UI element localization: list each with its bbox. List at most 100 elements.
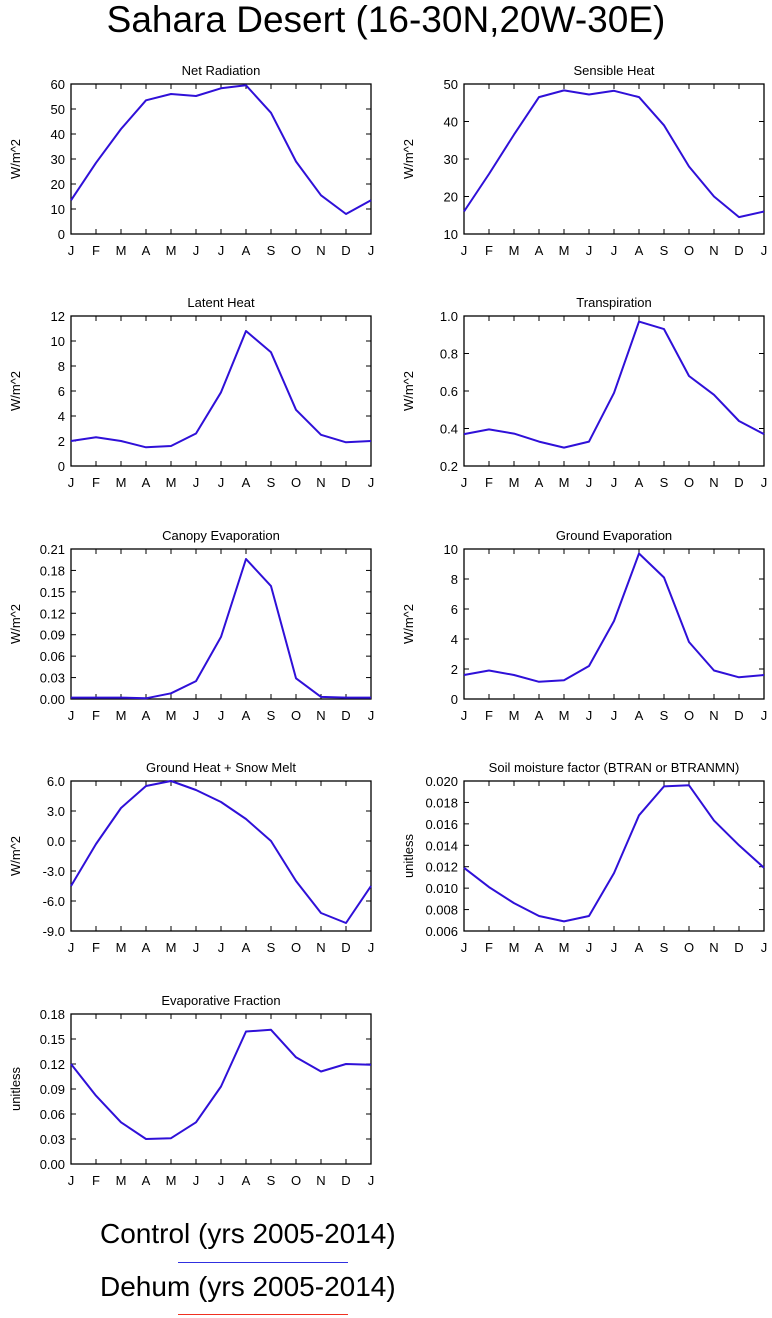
- y-axis-label: W/m^2: [8, 139, 23, 179]
- x-tick-label: J: [611, 475, 618, 490]
- x-tick-label: D: [341, 475, 350, 490]
- y-tick-label: 0.010: [425, 881, 458, 896]
- x-tick-label: A: [635, 708, 644, 723]
- x-tick-label: S: [660, 940, 669, 955]
- x-tick-label: M: [509, 940, 520, 955]
- y-tick-label: 0.18: [40, 1007, 65, 1022]
- chart-title: Canopy Evaporation: [162, 528, 280, 543]
- x-tick-label: A: [635, 940, 644, 955]
- y-axis-label: unitless: [401, 833, 416, 878]
- x-tick-label: S: [267, 708, 276, 723]
- y-axis-label: W/m^2: [8, 371, 23, 411]
- y-tick-label: 0.09: [40, 628, 65, 643]
- y-tick-label: 0.014: [425, 838, 458, 853]
- plot-frame: [463, 780, 765, 932]
- y-tick-label: 0.15: [40, 585, 65, 600]
- x-tick-label: M: [559, 940, 570, 955]
- x-tick-label: J: [193, 708, 200, 723]
- y-tick-label: 4: [58, 409, 65, 424]
- y-tick-label: -9.0: [43, 924, 65, 939]
- x-tick-label: N: [709, 708, 718, 723]
- y-tick-label: 0.00: [40, 692, 65, 707]
- x-tick-label: M: [166, 940, 177, 955]
- y-tick-label: 0.008: [425, 903, 458, 918]
- x-tick-label: J: [68, 708, 75, 723]
- y-tick-label: 6: [451, 602, 458, 617]
- x-tick-label: J: [218, 475, 225, 490]
- x-tick-label: N: [316, 708, 325, 723]
- x-tick-label: O: [291, 708, 301, 723]
- x-tick-label: D: [341, 940, 350, 955]
- x-tick-label: J: [761, 708, 768, 723]
- x-tick-label: J: [761, 243, 768, 258]
- y-tick-label: 0.12: [40, 1057, 65, 1072]
- x-tick-label: D: [734, 475, 743, 490]
- chart-title: Soil moisture factor (BTRAN or BTRANMN): [489, 760, 740, 775]
- x-tick-label: S: [267, 1173, 276, 1188]
- x-tick-label: A: [242, 243, 251, 258]
- series-line-control: [463, 320, 765, 449]
- y-tick-label: 0.020: [425, 774, 458, 789]
- chart-title: Sensible Heat: [574, 63, 655, 78]
- x-tick-label: O: [291, 1173, 301, 1188]
- chart-title: Ground Heat + Snow Melt: [146, 760, 296, 775]
- x-tick-label: F: [92, 243, 100, 258]
- x-tick-label: N: [709, 475, 718, 490]
- x-tick-label: F: [485, 475, 493, 490]
- y-tick-label: 6: [58, 384, 65, 399]
- x-tick-label: J: [461, 243, 468, 258]
- x-tick-label: N: [316, 243, 325, 258]
- x-tick-label: J: [611, 708, 618, 723]
- x-tick-label: J: [368, 243, 375, 258]
- x-tick-label: A: [242, 940, 251, 955]
- chart-panel-9: Evaporative Fraction 0.00 0.03 0.06 0.09 0.12…: [8, 993, 374, 1188]
- series-line-control: [70, 780, 372, 924]
- y-tick-label: 0.0: [47, 834, 65, 849]
- x-tick-label: A: [142, 243, 151, 258]
- x-tick-label: M: [166, 475, 177, 490]
- series-line-control: [463, 89, 765, 219]
- x-tick-label: O: [684, 475, 694, 490]
- plot-frame: [463, 83, 765, 235]
- x-tick-label: O: [684, 243, 694, 258]
- y-tick-label: 10: [444, 227, 458, 242]
- x-tick-label: J: [611, 940, 618, 955]
- y-tick-label: 0.006: [425, 924, 458, 939]
- y-tick-label: 4: [451, 632, 458, 647]
- series-line-control: [70, 1028, 372, 1140]
- x-tick-label: J: [193, 940, 200, 955]
- y-tick-label: 50: [51, 102, 65, 117]
- plot-frame: [70, 83, 372, 235]
- x-tick-label: A: [142, 475, 151, 490]
- x-tick-label: O: [684, 940, 694, 955]
- x-tick-label: J: [368, 940, 375, 955]
- y-tick-label: 8: [58, 359, 65, 374]
- y-tick-label: 10: [51, 334, 65, 349]
- y-axis-label: W/m^2: [401, 139, 416, 179]
- y-tick-label: 0.012: [425, 860, 458, 875]
- x-tick-label: N: [709, 243, 718, 258]
- x-tick-label: J: [586, 243, 593, 258]
- x-tick-label: J: [586, 708, 593, 723]
- x-tick-label: J: [368, 475, 375, 490]
- x-tick-label: J: [68, 475, 75, 490]
- x-tick-label: M: [509, 243, 520, 258]
- x-tick-label: A: [535, 243, 544, 258]
- series-line-control: [463, 784, 765, 923]
- y-tick-label: 0.03: [40, 1132, 65, 1147]
- x-tick-label: F: [92, 1173, 100, 1188]
- x-tick-label: O: [291, 243, 301, 258]
- y-axis-label: W/m^2: [8, 836, 23, 876]
- x-tick-label: A: [535, 940, 544, 955]
- legend-label-control: Control (yrs 2005-2014): [100, 1218, 396, 1249]
- x-tick-label: J: [68, 243, 75, 258]
- y-tick-label: 0.15: [40, 1032, 65, 1047]
- series-line-control: [70, 330, 372, 449]
- y-axis-label: W/m^2: [401, 371, 416, 411]
- plot-frame: [70, 780, 372, 932]
- chart-panel-5: Canopy Evaporation 0.00 0.03 0.06 0.09 0.12 0.…: [8, 528, 374, 723]
- series-line-control: [71, 558, 371, 700]
- y-tick-label: 0: [58, 227, 65, 242]
